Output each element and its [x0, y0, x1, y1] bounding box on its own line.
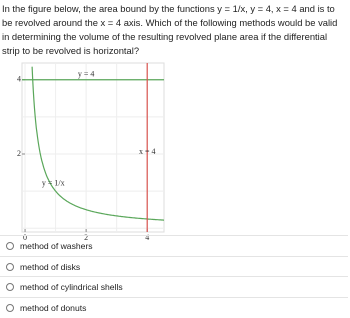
radio-button[interactable]	[6, 283, 14, 291]
curve	[31, 66, 164, 221]
radio-button[interactable]	[6, 303, 14, 312]
line-label: y = 4	[78, 70, 95, 79]
curve-label: y = 1/x	[42, 179, 65, 188]
option-label[interactable]: method of donuts	[20, 302, 87, 313]
y-tick-label: 4	[17, 75, 21, 84]
x-tick-label: 0	[23, 233, 27, 242]
radio-button[interactable]	[6, 262, 14, 271]
plot-frame	[21, 62, 165, 233]
line-label: x = 4	[139, 147, 156, 156]
option[interactable]: method of cylindrical shells	[0, 276, 348, 297]
y-tick-label: 2	[17, 149, 21, 158]
radio-button[interactable]	[6, 242, 14, 250]
option[interactable]: method of washers	[0, 235, 348, 256]
x-tick-label: 2	[84, 233, 88, 242]
x-tick-label: 4	[145, 233, 149, 242]
option-label[interactable]: method of washers	[20, 241, 93, 251]
question-text: In the figure below, the area bound by t…	[2, 3, 338, 56]
option-label[interactable]: method of disks	[20, 261, 81, 272]
option-label[interactable]: method of cylindrical shells	[20, 282, 123, 292]
figure: 0 2 4 2 4 y = 1/x y = 4 x = 4	[17, 62, 165, 242]
option[interactable]: method of disks	[0, 255, 348, 277]
option[interactable]: method of donuts	[0, 296, 348, 318]
